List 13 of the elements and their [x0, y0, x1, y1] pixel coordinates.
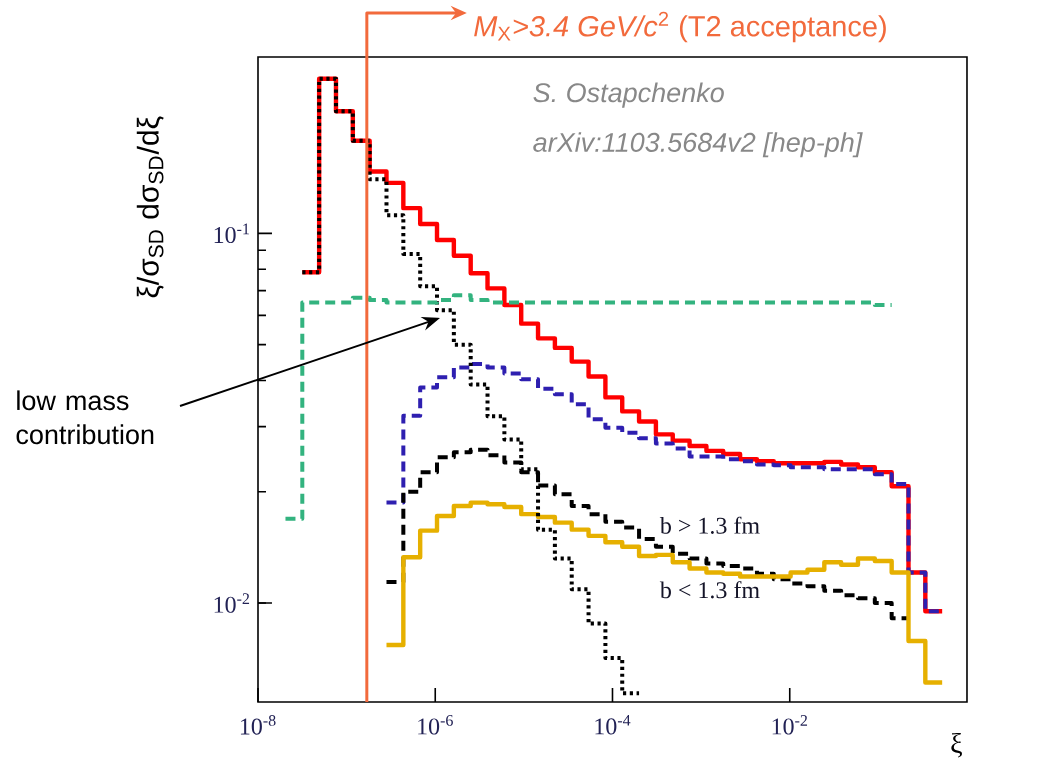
x-tick-label: 10$^{-6}$ — [418, 715, 453, 735]
x-tick-label: 10$^{-4}$ — [595, 715, 631, 735]
legend-label: M$_{X}$>3.4 GeV/c$^{2}$ (T2 acceptance) — [474, 11, 886, 43]
y-tick-label: 10$^{-1}$ — [214, 223, 249, 244]
text: low mass contribution — [16, 390, 154, 445]
annotation: arXiv:1103.5684v2 [hep-ph] — [533, 132, 863, 158]
x-axis-title: ξ — [951, 733, 962, 758]
x-tick-label: 10$^{-8}$ — [240, 715, 276, 735]
annotation: b > 1.3 fm — [659, 516, 760, 534]
annotation: S. Ostapchenko — [533, 82, 724, 108]
x-tick-label: 10$^{-2}$ — [772, 715, 808, 735]
y-axis-title: ξ/σ$_{SD}$ dσ$_{SD}$/dξ — [136, 116, 164, 298]
annotation: b < 1.3 fm — [659, 581, 760, 599]
